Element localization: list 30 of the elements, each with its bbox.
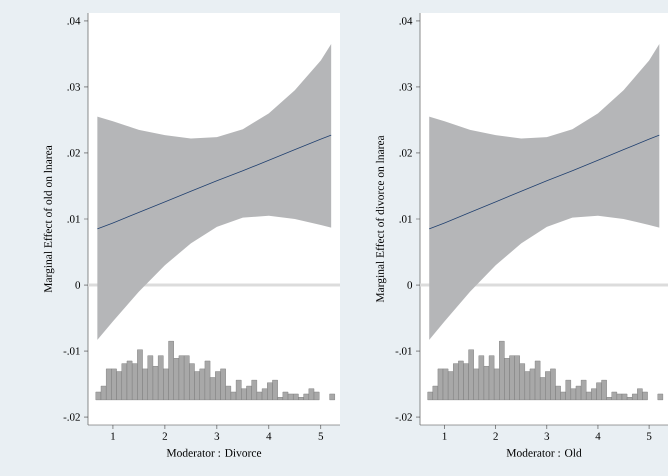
x-axis-title: Moderator : Divorce [166,448,262,457]
line-series [96,134,332,230]
y-tick-label: .04 [68,17,80,25]
x-axis-title: Moderator : Old [506,448,582,457]
x-tick-label: 3 [544,432,550,440]
y-tick-label: .02 [400,149,412,157]
x-tick-label: 3 [214,432,220,440]
y-tick-label: -.01 [64,347,80,355]
y-tick-label: .03 [400,83,412,91]
y-axis-title: Marginal Effect of divorce on lnarea [376,136,386,302]
x-tick-label: 1 [442,432,447,440]
x-tick-label: 5 [318,432,324,440]
y-tick-label: 0 [75,281,80,289]
y-tick-label: .02 [68,149,80,157]
x-tick-label: 1 [111,432,116,440]
x-tick-label: 2 [162,432,168,440]
y-tick-label: -.02 [396,413,412,421]
x-tick-label: 2 [493,432,498,440]
x-tick-label: 4 [595,432,601,440]
y-tick-label: .01 [68,215,80,223]
y-tick-label: -.02 [64,413,80,421]
y-axis-title: Marginal Effect of old on lnarea [44,145,54,292]
y-tick-label: 0 [407,281,412,289]
x-tick-label: 4 [266,432,272,440]
y-tick-label: -.01 [396,347,412,355]
y-tick-label: .04 [400,17,412,25]
line-series [428,134,660,230]
x-tick-label: 5 [646,432,652,440]
y-tick-label: .03 [68,83,80,91]
y-tick-label: .01 [400,215,412,223]
